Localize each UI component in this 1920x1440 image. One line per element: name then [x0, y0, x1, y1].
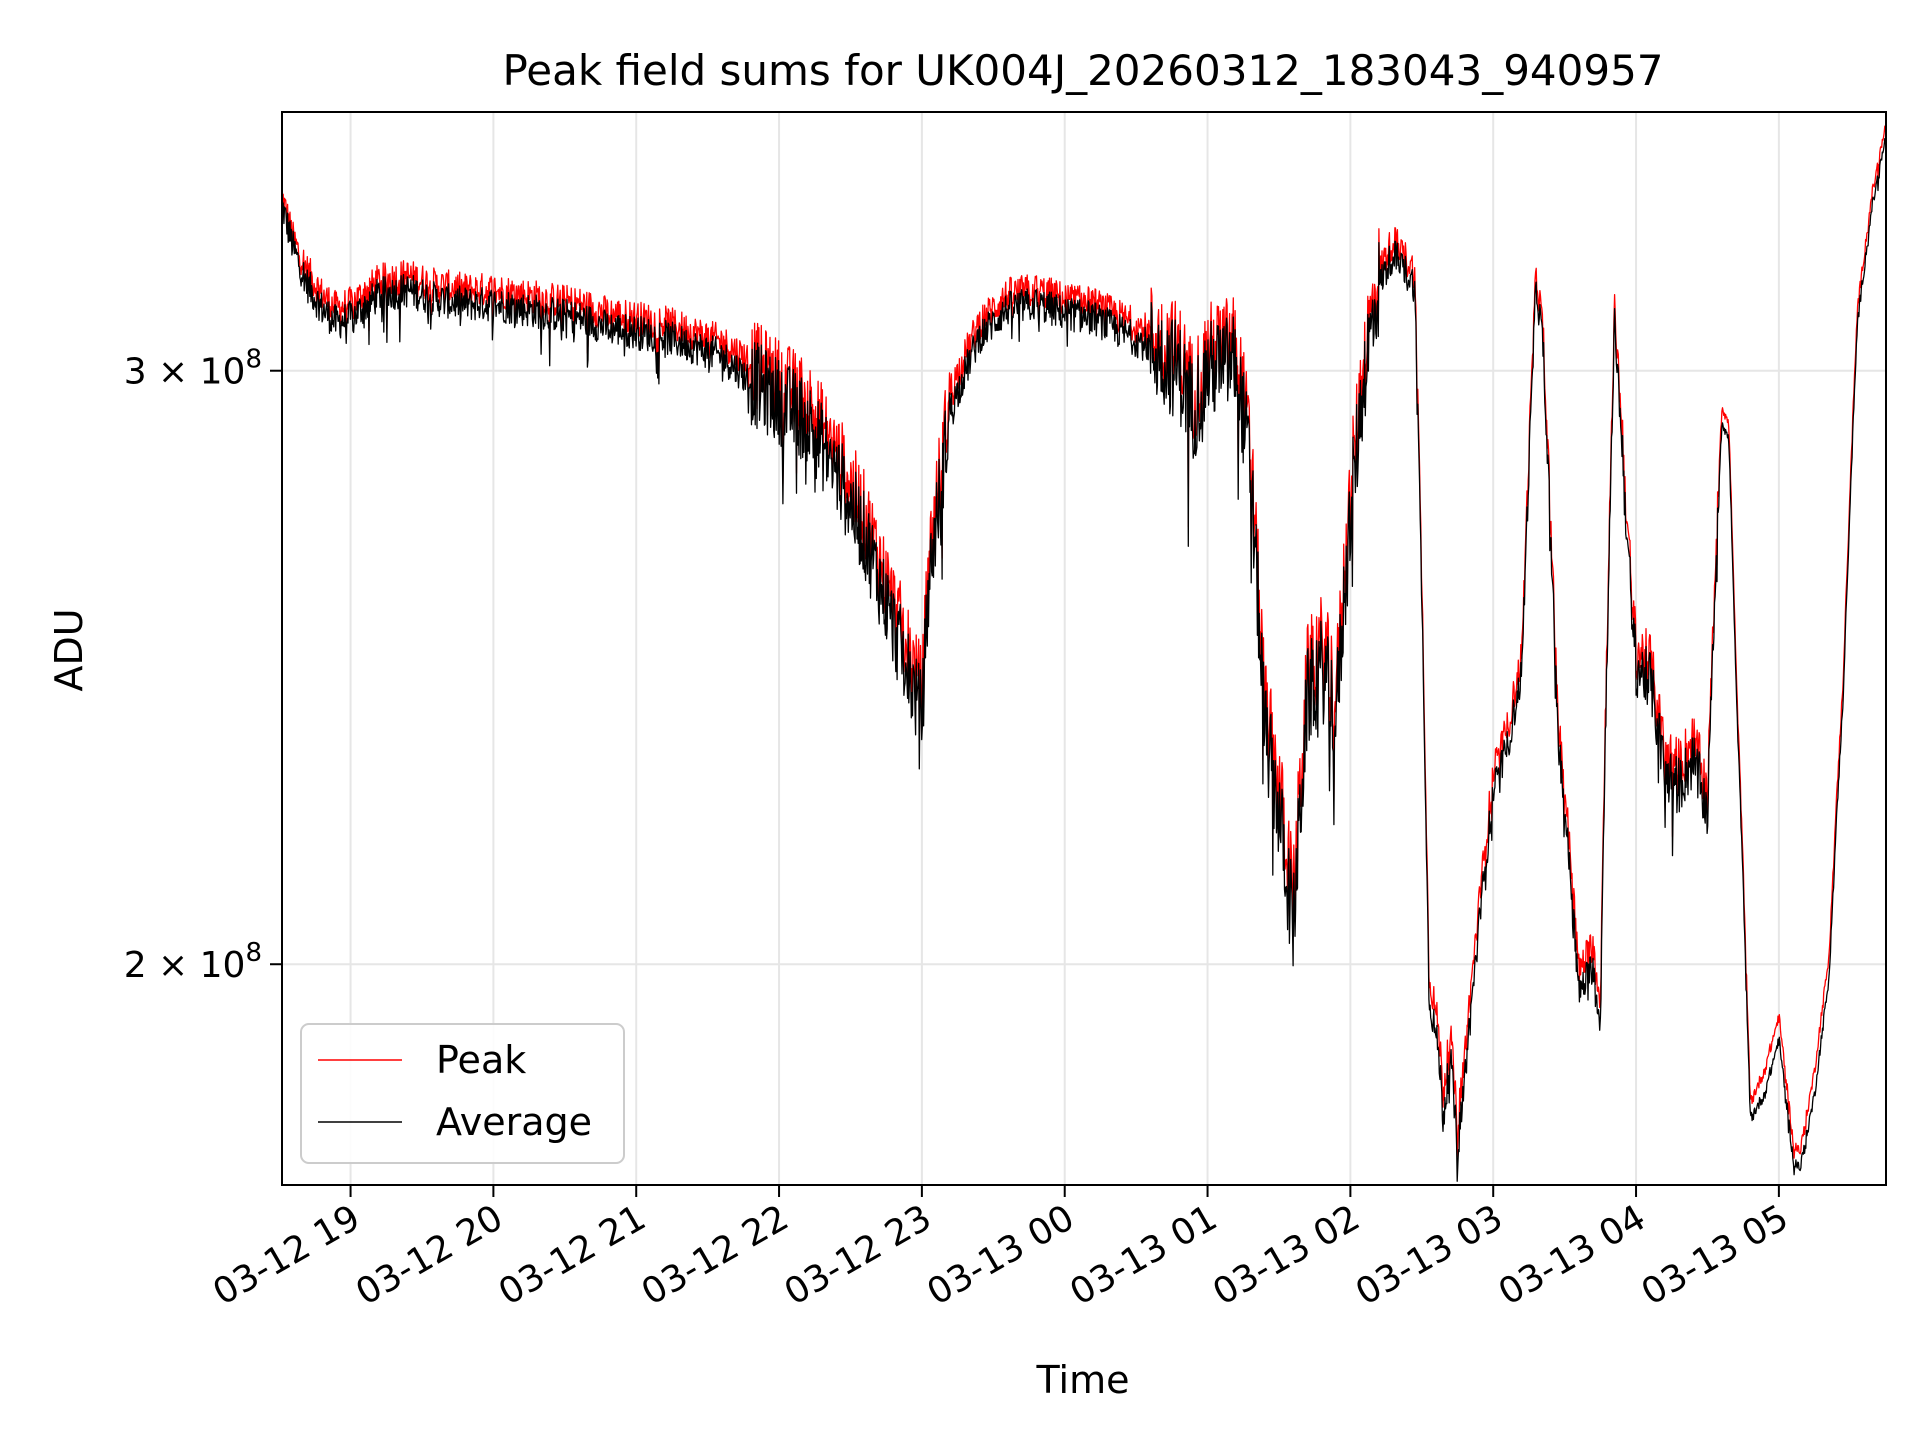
average-series-line	[281, 133, 1887, 1182]
legend: Peak Average	[300, 1023, 625, 1164]
legend-average-label: Average	[436, 1100, 592, 1144]
series-layer	[281, 121, 1887, 1182]
x-axis-label: Time	[1036, 1358, 1130, 1402]
chart-title: Peak field sums for UK004J_20260312_1830…	[502, 46, 1663, 95]
plot-frame	[281, 111, 1887, 1186]
y-tick-label: 2 × 108	[124, 938, 262, 986]
y-axis-ticks: 3 × 108 2 × 108	[124, 345, 282, 986]
y-axis-label: ADU	[47, 608, 91, 691]
y-tick-label: 3 × 108	[124, 345, 262, 393]
legend-box	[300, 1023, 625, 1164]
legend-peak-label: Peak	[436, 1038, 526, 1082]
